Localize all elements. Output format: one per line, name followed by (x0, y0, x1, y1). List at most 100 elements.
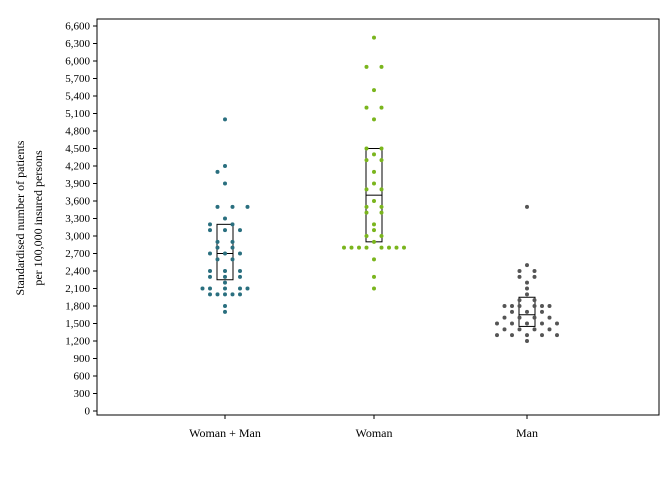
y-tick-label: 3,000 (65, 231, 90, 243)
data-point (223, 216, 227, 221)
y-tick-label: 6,000 (65, 56, 90, 68)
data-point (379, 187, 384, 192)
data-point (372, 35, 376, 40)
data-point (223, 228, 227, 233)
data-point (532, 269, 537, 273)
data-point (532, 327, 537, 332)
y-axis-title-line-1: Standardised number of patients (13, 140, 27, 295)
data-point (238, 286, 242, 291)
data-point (208, 274, 212, 279)
data-point (517, 315, 522, 320)
data-point (517, 274, 522, 279)
data-point (379, 105, 384, 110)
data-point (215, 239, 220, 244)
data-point (379, 210, 384, 215)
data-point (223, 274, 227, 279)
data-point (230, 292, 235, 297)
data-point (208, 228, 212, 233)
data-point (510, 304, 514, 308)
data-point (223, 309, 227, 314)
data-point (342, 245, 346, 250)
iqr-box (518, 296, 536, 327)
data-point (364, 105, 369, 110)
iqr-box (216, 223, 234, 281)
data-point (525, 309, 529, 314)
data-point (230, 245, 235, 250)
data-point (238, 251, 242, 256)
data-point (555, 321, 559, 326)
data-point (540, 321, 544, 326)
data-point (245, 286, 250, 291)
points-layer (200, 35, 559, 343)
data-point (525, 204, 529, 209)
data-point (372, 228, 376, 233)
data-point (364, 234, 369, 238)
data-point (238, 274, 242, 279)
x-category-label: Woman (355, 426, 392, 440)
data-point (387, 245, 391, 250)
data-point (495, 333, 499, 338)
data-point (364, 204, 369, 209)
y-tick-label: 6,300 (65, 38, 90, 50)
data-point (230, 204, 235, 209)
data-point (215, 204, 220, 209)
data-point (547, 315, 552, 320)
data-point (540, 304, 544, 308)
y-tick-label: 600 (74, 371, 91, 383)
data-point (510, 333, 514, 338)
data-point (223, 251, 227, 256)
data-point (215, 292, 220, 297)
data-point (364, 210, 369, 215)
data-point (394, 245, 399, 250)
data-point (223, 181, 227, 186)
x-category-label: Woman + Man (189, 426, 261, 440)
data-point (372, 274, 376, 279)
data-point (215, 257, 220, 262)
data-point (200, 286, 205, 291)
data-point (502, 304, 507, 308)
data-point (208, 269, 212, 273)
data-point (517, 327, 522, 332)
data-point (525, 339, 529, 343)
y-tick-label: 3,900 (65, 178, 90, 190)
y-tick-label: 5,100 (65, 108, 90, 120)
data-point (510, 321, 514, 326)
data-point (245, 204, 250, 209)
data-point (223, 292, 227, 297)
data-point (379, 204, 384, 209)
y-tick-label: 3,300 (65, 213, 90, 225)
data-point (372, 257, 376, 262)
plot-area-frame (96, 18, 660, 416)
y-tick-label: 6,600 (65, 21, 90, 33)
data-point (547, 327, 552, 332)
y-tick-label: 1,500 (65, 318, 90, 330)
y-tick-label: 4,800 (65, 126, 90, 138)
data-point (364, 64, 369, 69)
data-point (372, 88, 376, 93)
data-point (223, 269, 227, 273)
data-point (372, 117, 376, 122)
data-point (379, 158, 384, 163)
data-point (540, 309, 544, 314)
data-point (364, 146, 369, 151)
y-tick-label: 1,800 (65, 301, 90, 313)
y-tick-label: 2,400 (65, 266, 90, 278)
data-point (357, 245, 361, 250)
y-tick-label: 2,100 (65, 283, 90, 295)
data-point (525, 292, 529, 297)
data-point (223, 280, 227, 285)
data-point (372, 181, 376, 186)
data-point (502, 327, 507, 332)
data-point (372, 199, 376, 203)
y-tick-label: 4,500 (65, 143, 90, 155)
data-point (379, 64, 384, 69)
data-point (502, 315, 507, 320)
data-point (517, 304, 522, 308)
y-tick-label: 3,600 (65, 196, 90, 208)
data-point (208, 251, 212, 256)
data-point (555, 333, 559, 338)
data-point (547, 304, 552, 308)
data-point (230, 239, 235, 244)
data-point (525, 280, 529, 285)
y-axis-ticks: 0 300 600 900 1,200 1,500 1,800 2,100 2,400 2,700… (65, 21, 97, 418)
